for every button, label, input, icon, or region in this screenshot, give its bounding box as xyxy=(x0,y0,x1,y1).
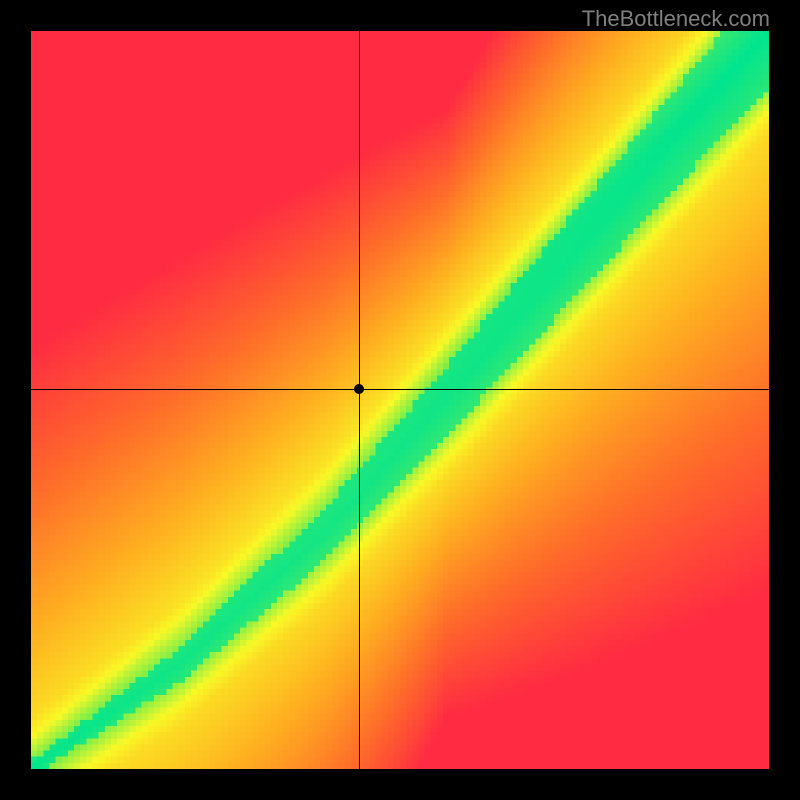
crosshair-vertical xyxy=(359,31,360,769)
heatmap-canvas xyxy=(31,31,769,769)
crosshair-horizontal xyxy=(31,389,769,390)
crosshair-marker xyxy=(354,384,364,394)
watermark-text: TheBottleneck.com xyxy=(582,6,770,32)
heatmap-plot xyxy=(31,31,769,769)
